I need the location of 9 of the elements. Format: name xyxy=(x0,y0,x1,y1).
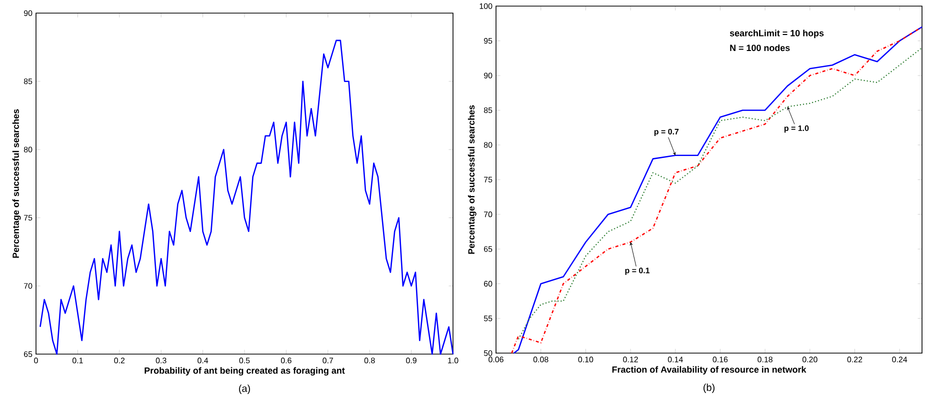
annotation: N = 100 nodes xyxy=(730,44,790,52)
y-axis-title: Percentage of successful searches xyxy=(12,109,21,258)
text: (b) xyxy=(704,384,714,393)
y-axis-title: Percentage of successful searches xyxy=(468,105,476,254)
line-series xyxy=(40,40,454,355)
text: (a) xyxy=(239,384,250,394)
x-axis-title: Fraction of Availability of resource in network xyxy=(612,366,806,374)
annotation: searchLimit = 10 hops xyxy=(730,30,824,38)
x-axis-title: Probability of ant being created as foraging ant xyxy=(144,367,345,376)
